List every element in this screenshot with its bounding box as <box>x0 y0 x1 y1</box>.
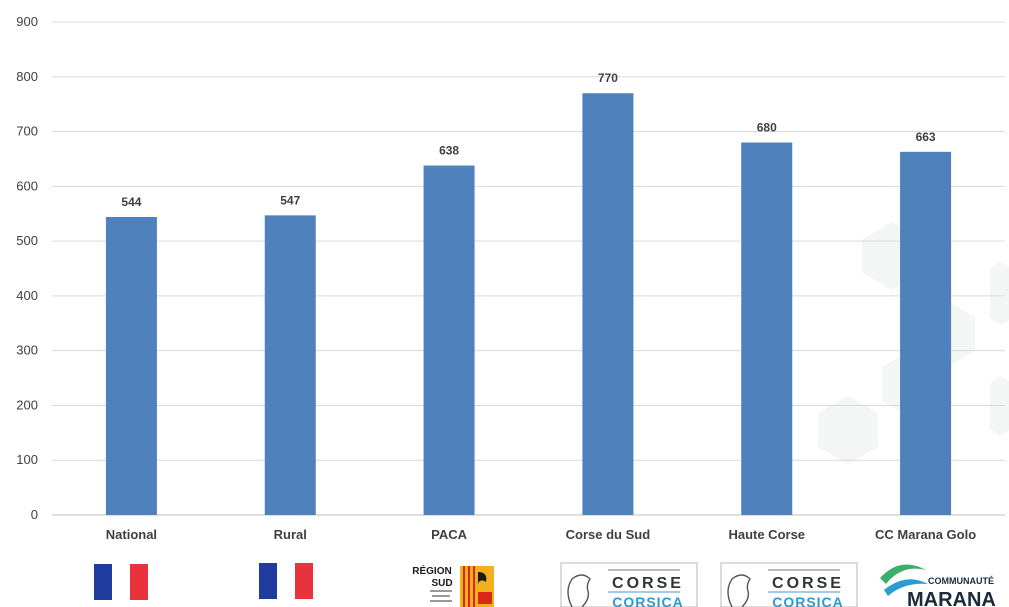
bar <box>105 217 157 515</box>
data-label: 547 <box>280 193 300 207</box>
region-sud-line2: SUD <box>431 578 452 589</box>
y-tick-label: 400 <box>16 288 38 303</box>
category-label: CC Marana Golo <box>875 527 976 542</box>
data-label: 770 <box>598 71 618 85</box>
corse-logo-line2: CORSICA <box>612 594 684 607</box>
marana-logo-line1: COMMUNAUTÉ <box>928 576 994 586</box>
data-label: 544 <box>121 195 141 209</box>
moor-head-icon <box>567 574 591 607</box>
y-tick-label: 100 <box>16 452 38 467</box>
y-tick-label: 300 <box>16 343 38 358</box>
category-label: National <box>106 527 157 542</box>
data-label: 680 <box>757 121 777 135</box>
region-sud-shield-icon <box>460 566 494 607</box>
category-labels: National Rural PACA Corse du Sud Haute Corse… <box>106 527 976 542</box>
y-tick-label: 500 <box>16 233 38 248</box>
bar <box>741 142 793 515</box>
data-label: 663 <box>916 130 936 144</box>
gridlines <box>52 21 1005 516</box>
region-sud-line1: RÉGION <box>412 564 451 577</box>
category-label: Corse du Sud <box>566 527 651 542</box>
logos-row: RÉGION SUD CORSE CORSICA <box>94 560 996 607</box>
corse-logo-line2: CORSICA <box>772 594 844 607</box>
bar <box>264 215 316 516</box>
marana-logo-line2: MARANA <box>907 589 996 607</box>
french-flag-icon <box>259 563 313 599</box>
french-flag-icon <box>94 564 148 600</box>
moor-head-icon <box>727 574 751 607</box>
marana-swoosh-icon <box>880 564 926 584</box>
bar <box>582 93 634 515</box>
category-label: Rural <box>274 527 307 542</box>
category-label: PACA <box>431 527 467 542</box>
data-labels: 544 547 638 770 680 663 <box>121 71 936 209</box>
y-tick-label: 700 <box>16 124 38 139</box>
y-tick-label: 600 <box>16 178 38 193</box>
y-tick-label: 800 <box>16 69 38 84</box>
corse-logo-line1: CORSE <box>772 575 844 592</box>
corse-logo: CORSE CORSICA <box>560 562 698 607</box>
corse-logo-line1: CORSE <box>612 575 684 592</box>
bar <box>423 165 475 516</box>
y-tick-label: 900 <box>16 14 38 29</box>
y-axis-ticks: 0 100 200 300 400 500 600 700 800 900 <box>16 14 38 522</box>
bars <box>105 93 952 516</box>
bar <box>900 151 952 515</box>
data-label: 638 <box>439 144 459 158</box>
category-label: Haute Corse <box>728 527 805 542</box>
y-tick-label: 0 <box>31 507 38 522</box>
region-sud-logo: RÉGION SUD <box>400 560 500 607</box>
y-tick-label: 200 <box>16 397 38 412</box>
marana-logo: COMMUNAUTÉ MARANA <box>880 564 996 607</box>
corse-logo: CORSE CORSICA <box>720 562 858 607</box>
